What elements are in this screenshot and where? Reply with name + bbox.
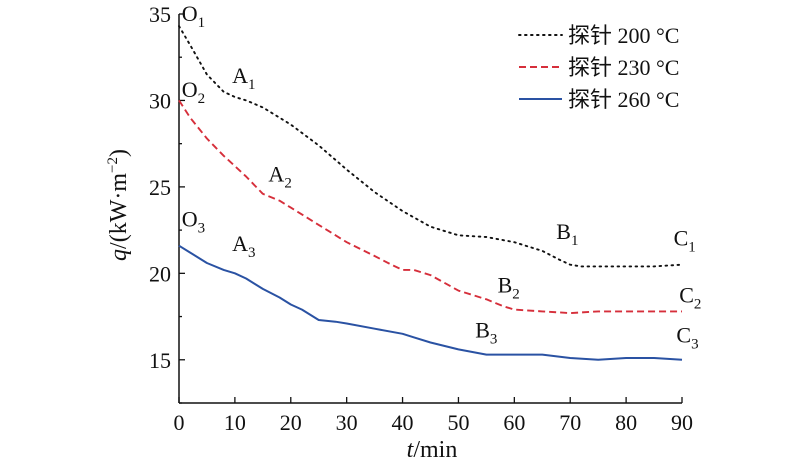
x-tick-label: 60 (503, 410, 525, 435)
axes: 0 10 20 30 40 50 60 70 80 90 15 20 25 30 35 (149, 2, 693, 435)
x-axis-variable: t (407, 437, 415, 463)
y-axis-title: q/(kW·m−2) (105, 149, 132, 261)
x-tick-label: 40 (392, 410, 414, 435)
legend: 探针 200 °C 探针 230 °C 探针 260 °C (518, 23, 679, 112)
point-label-b3: B3 (475, 317, 497, 347)
point-label-o1: O1 (182, 1, 205, 31)
y-tick-label: 35 (149, 2, 171, 27)
x-tick-label: 90 (671, 410, 693, 435)
point-label-a1: A1 (232, 63, 255, 93)
x-tick-label: 70 (559, 410, 581, 435)
x-axis-title: t/min (407, 437, 458, 463)
y-axis-unit-superscript: −2 (105, 157, 121, 173)
series-line-3 (178, 244, 683, 361)
x-tick-label: 50 (447, 410, 469, 435)
legend-label-1: 探针 200 °C (568, 23, 679, 48)
series-layer (178, 25, 683, 361)
legend-item-1: 探针 200 °C (518, 23, 679, 48)
x-tick-label: 30 (336, 410, 358, 435)
y-axis-variable: q (106, 249, 132, 261)
x-tick-label: 0 (174, 410, 185, 435)
annotation-layer: O1 A1 O2 A2 B1 C1 O3 A3 B2 C2 B3 C3 (182, 1, 702, 353)
y-tick-label: 20 (149, 261, 171, 286)
point-label-b1: B1 (556, 219, 578, 249)
point-label-o3: O3 (182, 207, 205, 237)
legend-label-2: 探针 230 °C (568, 55, 679, 80)
point-label-a3: A3 (232, 231, 255, 261)
y-axis-unit-end: ) (106, 149, 132, 157)
point-label-c1: C1 (674, 226, 696, 256)
x-tick-label: 20 (280, 410, 302, 435)
y-tick-label: 25 (149, 175, 171, 200)
point-label-c2: C2 (679, 283, 701, 313)
y-tick-label: 15 (149, 348, 171, 373)
point-label-c3: C3 (676, 322, 698, 352)
point-label-a2: A2 (268, 162, 291, 192)
x-tick-label: 10 (224, 410, 246, 435)
x-axis-unit: /min (413, 437, 457, 463)
legend-label-3: 探针 260 °C (568, 87, 679, 112)
y-axis-unit: /(kW·m (106, 173, 132, 249)
legend-item-3: 探针 260 °C (519, 87, 679, 112)
point-label-o2: O2 (182, 77, 205, 107)
series-line-1 (178, 25, 683, 268)
x-tick-label: 80 (615, 410, 637, 435)
series-line-2 (178, 99, 682, 315)
point-label-b2: B2 (498, 272, 520, 302)
y-tick-label: 30 (149, 88, 171, 113)
legend-item-2: 探针 230 °C (519, 55, 679, 80)
